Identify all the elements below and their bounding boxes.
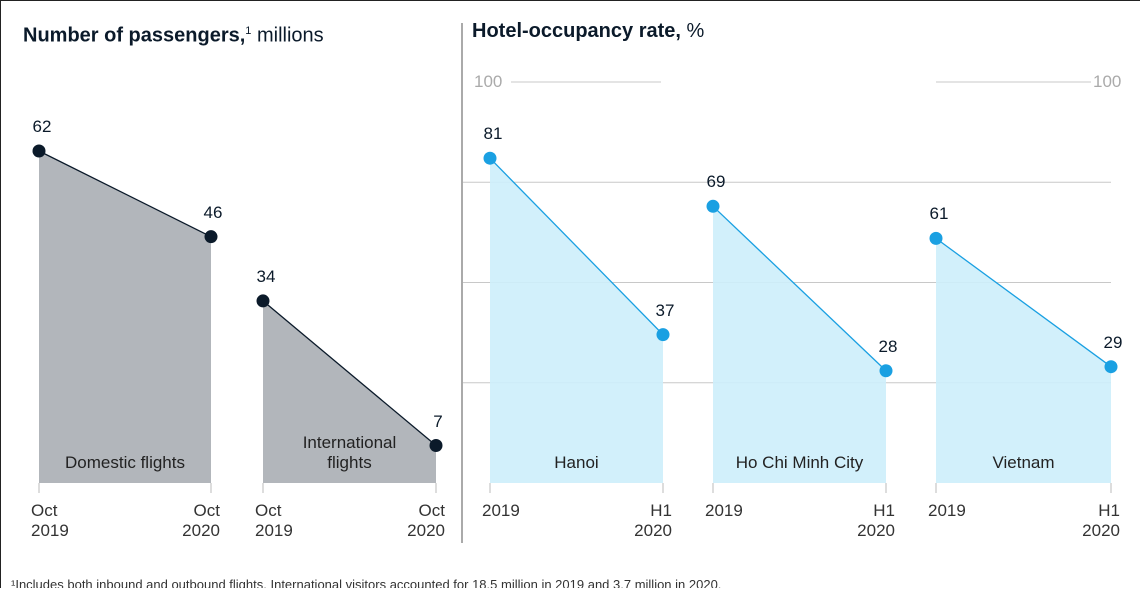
line [935,237,1112,368]
point [256,294,270,308]
title: Hotel-occupancy rate, [472,20,681,42]
data-label: 46 [203,202,223,222]
chart-title: Hotel-occupancy rate, % [472,21,704,41]
x-tick-label: H1 2020 [634,501,672,540]
footnote: ¹Includes both inbound and outbound flig… [11,577,722,588]
x-tick-label: Oct 2019 [31,501,69,540]
x-tick-label: 2019 [705,501,743,520]
x-tick-label: H1 2020 [857,501,895,540]
line [489,157,664,336]
title-unit: % [686,20,705,42]
point [706,199,720,213]
point [929,231,943,245]
point [1104,360,1118,374]
x-tick-label: H1 2020 [1082,501,1120,540]
data-label: 34 [256,266,276,286]
line [38,150,212,238]
data-label: 29 [1103,332,1123,352]
data-label: 69 [706,172,726,192]
title: Number of passengers, [23,24,246,47]
area [713,206,886,483]
y-tick-label: 100 [474,72,503,91]
x-tick-label: Oct 2020 [407,501,445,540]
panel-label: International flights [302,433,397,472]
data-label: 7 [433,411,443,431]
data-label: 28 [878,336,898,356]
x-tick-label: Oct 2020 [182,501,220,540]
title-unit: millions [256,24,324,47]
point [656,328,670,342]
area [936,238,1111,483]
panel-label: Ho Chi Minh City [735,453,864,472]
panel-label: Hanoi [554,453,599,472]
title-note: 1 [245,25,252,37]
area [39,151,211,483]
data-label: 62 [32,117,52,136]
point [204,230,218,244]
x-tick-label: 2019 [482,501,520,520]
y-tick-label: 100 [1093,72,1122,91]
panel-label: Vietnam [992,453,1055,472]
line [712,205,887,372]
area [490,158,663,483]
chart-title: Number of passengers,1 millions [23,21,324,46]
panel-label: Domestic flights [65,453,185,472]
x-tick-label: 2019 [928,501,966,520]
point [429,439,443,453]
point [32,144,46,158]
data-label: 61 [929,204,949,224]
line [262,300,437,447]
data-label: 37 [655,300,675,320]
point [483,151,497,165]
data-label: 81 [483,124,503,144]
point [879,364,893,378]
area [263,300,436,483]
x-tick-label: Oct 2019 [255,501,293,540]
